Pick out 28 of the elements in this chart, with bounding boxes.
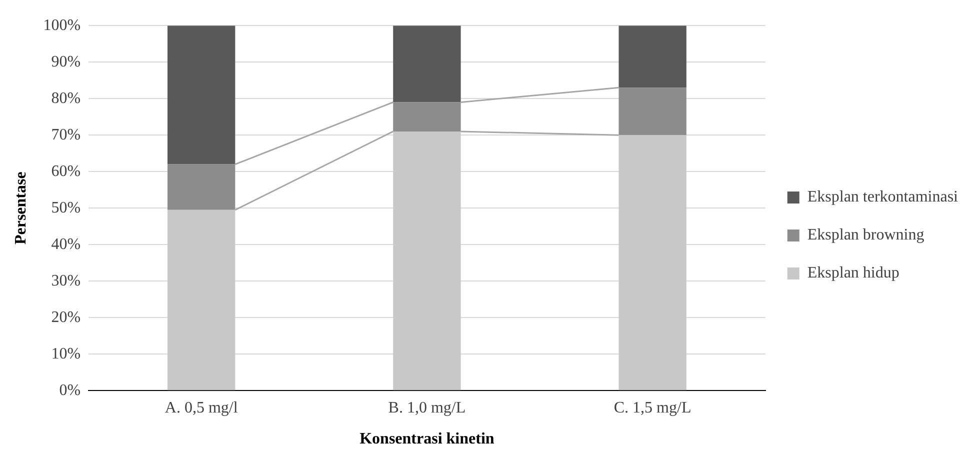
bar [167,26,236,164]
y-tick-label: 80% [51,90,81,107]
y-tick-label: 0% [59,382,81,399]
y-tick-label: 30% [51,272,81,290]
x-tick-label: A. 0,5 mg/l [164,399,238,416]
x-tick-label: C. 1,5 mg/L [614,399,692,416]
y-tick-label: 10% [51,345,81,362]
bar [393,131,461,390]
bar [618,135,686,390]
y-tick-label: 100% [43,16,81,34]
legend-label: Eksplan browning [807,226,924,244]
y-axis-title: Persentase [12,172,30,245]
x-axis-title: Konsentrasi kinetin [360,430,494,448]
legend-label: Eksplan hidup [807,264,900,282]
y-tick-label: 70% [51,126,81,144]
bar [393,102,461,132]
y-tick-label: 20% [51,308,81,326]
y-tick-label: 50% [51,199,81,216]
legend-label: Eksplan terkontaminasi [807,188,959,206]
bar [167,210,236,390]
y-tick-label: 90% [51,53,81,70]
bar [618,26,686,88]
x-tick-label: B. 1,0 mg/L [388,399,466,416]
bar [618,88,686,136]
bar [393,26,461,102]
y-tick-label: 40% [51,236,81,253]
bar [167,164,236,210]
y-tick-label: 60% [51,162,81,180]
